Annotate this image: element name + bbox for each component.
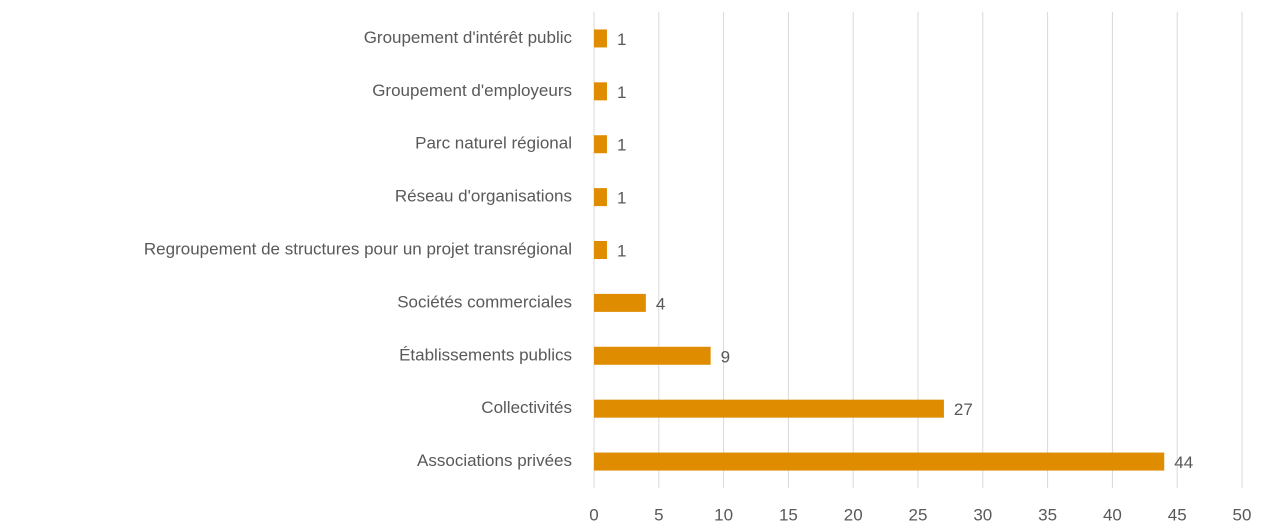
bar [594,29,607,48]
x-tick-label: 20 [844,505,863,524]
y-tick-label: Réseau d'organisations [395,187,572,206]
data-label: 9 [721,347,730,366]
y-tick-label: Associations privées [417,451,572,470]
bar [594,135,607,154]
data-label: 4 [656,294,665,313]
data-label: 1 [617,241,626,260]
data-label: 27 [954,400,973,419]
data-label: 1 [617,136,626,155]
x-tick-label: 45 [1168,505,1187,524]
y-tick-label: Groupement d'intérêt public [364,28,573,47]
y-tick-label: Parc naturel régional [415,134,572,153]
bar [594,346,711,365]
y-tick-label: Regroupement de structures pour un proje… [144,239,572,258]
x-tick-label: 30 [973,505,992,524]
data-label: 44 [1174,453,1193,472]
y-tick-label: Collectivités [481,398,572,417]
x-tick-label: 50 [1233,505,1252,524]
x-tick-label: 25 [909,505,928,524]
x-tick-label: 15 [779,505,798,524]
bar [594,399,944,418]
bar [594,82,607,101]
y-tick-label: Établissements publics [399,345,572,364]
y-tick-label: Groupement d'employeurs [372,81,572,100]
x-tick-label: 0 [589,505,598,524]
y-tick-label: Sociétés commerciales [397,292,572,311]
x-tick-label: 35 [1038,505,1057,524]
data-label: 1 [617,30,626,49]
x-tick-label: 5 [654,505,663,524]
x-tick-label: 10 [714,505,733,524]
data-label: 1 [617,83,626,102]
data-label: 1 [617,189,626,208]
bar [594,241,607,259]
bar [594,188,607,207]
x-tick-label: 40 [1103,505,1122,524]
bar [594,452,1165,471]
bar [594,293,646,312]
